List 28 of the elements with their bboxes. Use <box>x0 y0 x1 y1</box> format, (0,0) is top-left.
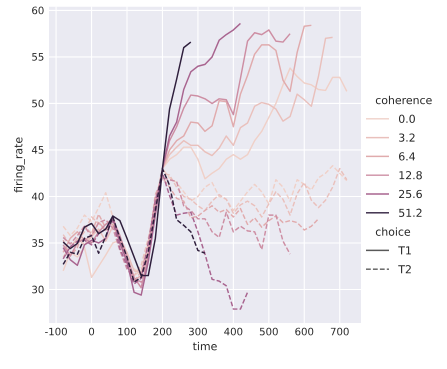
x-tick-label: 300 <box>189 328 207 336</box>
x-tick-label: 0 <box>88 328 94 336</box>
text: T1 <box>398 246 411 254</box>
x-tick-label: 500 <box>260 328 278 336</box>
x-axis-title: time <box>192 342 217 350</box>
x-tick-label: 100 <box>118 328 136 336</box>
y-tick-label: 45 <box>32 146 44 154</box>
x-tick-label: 200 <box>154 328 172 336</box>
x-tick-label: 600 <box>295 328 314 336</box>
legend-label: 0.0 <box>398 114 415 123</box>
legend-label: 3.2 <box>399 133 415 142</box>
legend-label: 51.2 <box>399 208 422 217</box>
y-tick-label: 55 <box>32 53 44 61</box>
x-tick-label: 400 <box>224 328 242 336</box>
y-axis-title: firing_rate <box>14 137 25 193</box>
y-tick-label: 40 <box>32 192 44 200</box>
text: choice <box>376 227 410 236</box>
legend-label: 12.8 <box>399 171 422 180</box>
y-tick-label: 30 <box>32 286 44 294</box>
legend-label: 25.6 <box>399 190 422 198</box>
y-tick-label: 60 <box>32 6 44 14</box>
legend-title: coherence <box>376 96 432 104</box>
y-tick-label: 35 <box>32 239 44 247</box>
x-tick-label: -100 <box>45 328 67 336</box>
legend-label: 6.4 <box>399 152 416 161</box>
x-tick-label: 700 <box>330 328 349 336</box>
text: T2 <box>398 265 411 274</box>
y-tick-label: 50 <box>32 100 44 108</box>
